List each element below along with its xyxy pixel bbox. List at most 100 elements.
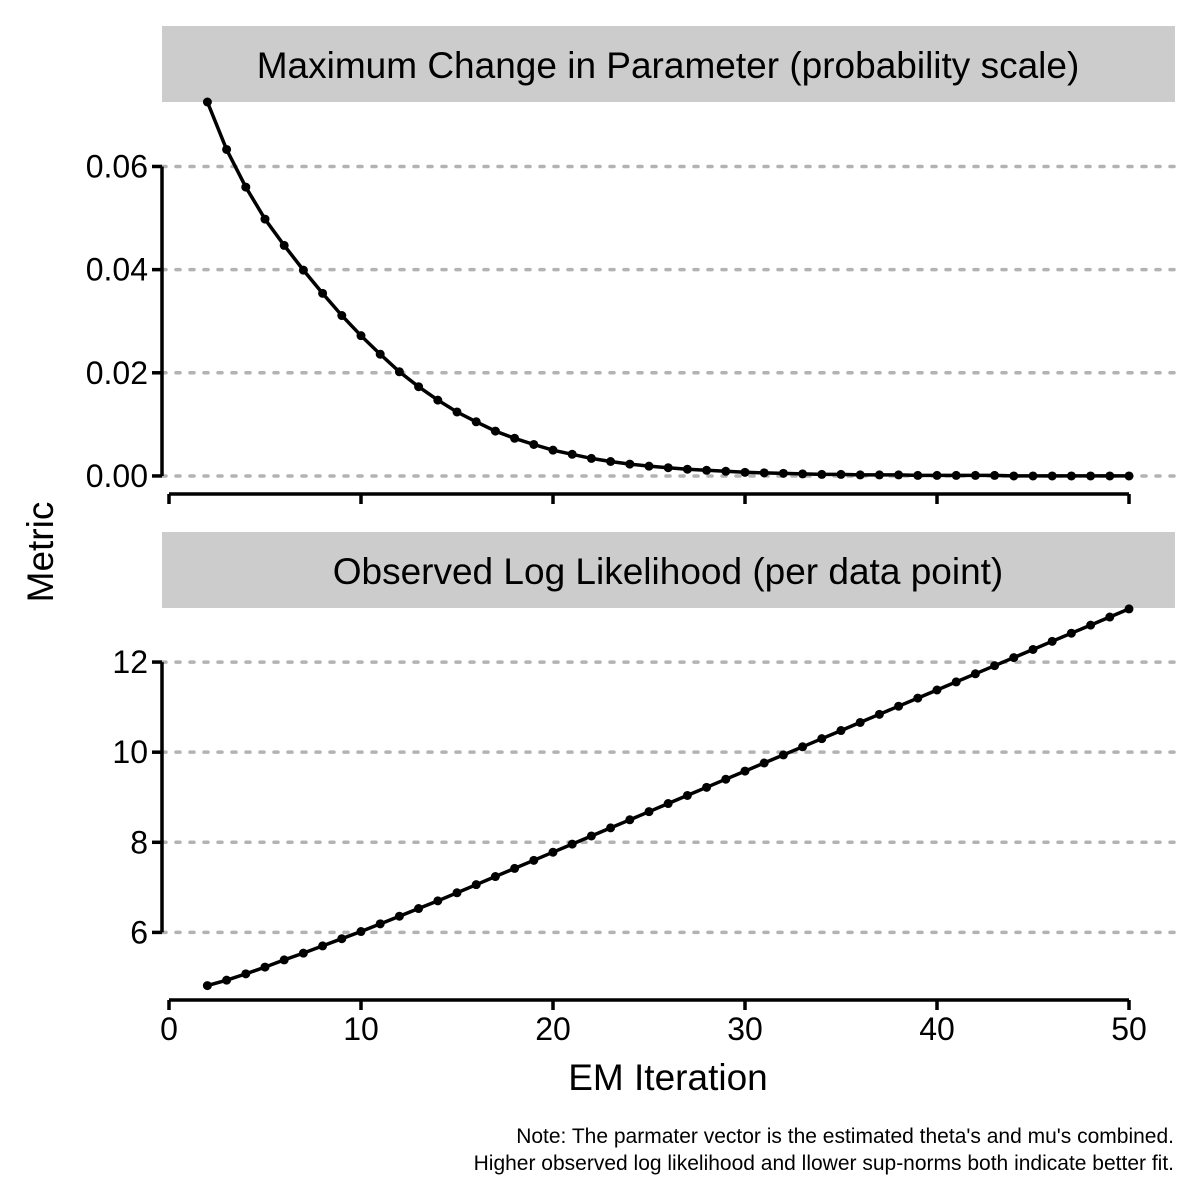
panel-1-data-point [778,468,788,478]
panel-1-data-point [1028,471,1038,481]
panel-1-data-point [356,331,366,341]
panel-1-data-point [1047,471,1057,481]
panel-1-series-line [205,101,1129,478]
panel-2-data-point [1105,612,1115,622]
note-line-2: Higher observed log likelihood and llowe… [474,1152,1174,1175]
panel-1-data-point [606,457,616,467]
panel-2-data-point [202,981,212,991]
panel-2-data-point [433,896,443,906]
panel-1-data-point [375,349,385,359]
panel-2-data-point [222,975,232,985]
panel-2-data-point [471,880,481,890]
x-tick-label: 40 [919,1011,955,1047]
x-tick-label: 20 [535,1011,571,1047]
panel-1-data-point [702,465,712,475]
panel-2-y-tick-label: 6 [130,914,148,950]
panel-2-data-point [1066,628,1076,638]
panel-1-data-point [951,470,961,480]
panel-1-y-tick-label: 0.00 [86,458,148,494]
panel-1-data-point [318,288,328,298]
panel-2-data-point [318,941,328,951]
note-line-1: Note: The parmater vector is the estimat… [516,1125,1174,1148]
panel-2-data-point [529,855,539,865]
panel-2-data-point [1009,653,1019,663]
panel-2-data-point [586,831,596,841]
panel-1-data-point [529,439,539,449]
panel-1-data-point [721,466,731,476]
panel-1-data-point [740,467,750,477]
panel-2-data-point [644,807,654,817]
panel-2-data-point [759,758,769,768]
panel-1-data-point [644,461,654,471]
panel-2-data-point [260,962,270,972]
panel-2-data-point [1086,620,1096,630]
panel-2-data-point [452,888,462,898]
panel-2-data-point [548,847,558,857]
panel-1-data-point [567,449,577,459]
panel-2-data-point [894,701,904,711]
panel-1-y-tick-label: 0.02 [86,355,148,391]
panel-2-data-point [932,685,942,695]
panel-2-data-point [414,904,424,914]
panel-1-data-point [932,470,942,480]
panel-1-data-point [586,453,596,463]
x-tick-label: 30 [727,1011,763,1047]
panel-2-data-point [817,734,827,744]
panel-2-data-point [970,669,980,679]
panel-1-data-point [970,470,980,480]
panel-1-data-point [452,407,462,417]
panel-1-data-point [241,182,251,192]
panel-2-title: Observed Log Likelihood (per data point) [333,551,1004,592]
panel-2-data-point [279,955,289,965]
panel-1-plot: 0.00 0.02 0.04 0.06 [86,97,1177,504]
panel-1-data-point [759,468,769,478]
panel-2-y-tick-label: 8 [130,824,148,860]
panel-1-data-point [260,214,270,224]
panel-2-data-point [1124,604,1134,614]
panel-1-data-point [682,464,692,474]
panel-2-data-point [1047,636,1057,646]
panel-1-data-point [471,417,481,427]
panel-2-data-point [778,750,788,760]
panel-2-data-point [990,661,1000,671]
panel-2-data-point [510,863,520,873]
panel-2-data-point [836,726,846,736]
panel-1-data-point [855,470,865,480]
panel-1-data-point [510,433,520,443]
panel-1-data-point [1124,471,1134,481]
y-axis-title: Metric [20,502,61,603]
panel-2-data-point [702,782,712,792]
panel-1-data-point [913,470,923,480]
panel-2-y-tick-label: 10 [112,734,148,770]
panel-2-data-point [798,742,808,752]
panel-2-strip [162,532,1175,608]
panel-1-y-tick-label: 0.04 [86,252,148,288]
x-tick-label: 50 [1111,1011,1147,1047]
panel-2-data-point [337,934,347,944]
panel-2-data-point [567,839,577,849]
panel-2-data-point [298,948,308,958]
panel-1-data-point [990,470,1000,480]
panel-2-data-point [855,717,865,727]
panel-2-data-point [375,919,385,929]
panel-1-data-point [490,426,500,436]
panel-2-data-point [490,872,500,882]
panel-1-data-point [298,265,308,275]
panel-2-data-point [874,709,884,719]
panel-1-y-tick-label: 0.06 [86,148,148,184]
panel-1-data-point [548,445,558,455]
x-tick-label: 0 [160,1011,178,1047]
panel-1-data-point [663,463,673,473]
x-axis-title: EM Iteration [568,1057,767,1098]
panel-1-data-point [817,469,827,479]
panel-1-data-point [337,311,347,321]
panel-1-data-point [1009,471,1019,481]
panel-1-data-point [894,470,904,480]
x-tick-label: 10 [343,1011,379,1047]
panel-1-data-point [222,144,232,154]
panel-1-data-point [414,382,424,392]
panel-1-title: Maximum Change in Parameter (probability… [257,45,1080,86]
panel-1-data-point [1086,471,1096,481]
panel-1-data-point [1066,471,1076,481]
